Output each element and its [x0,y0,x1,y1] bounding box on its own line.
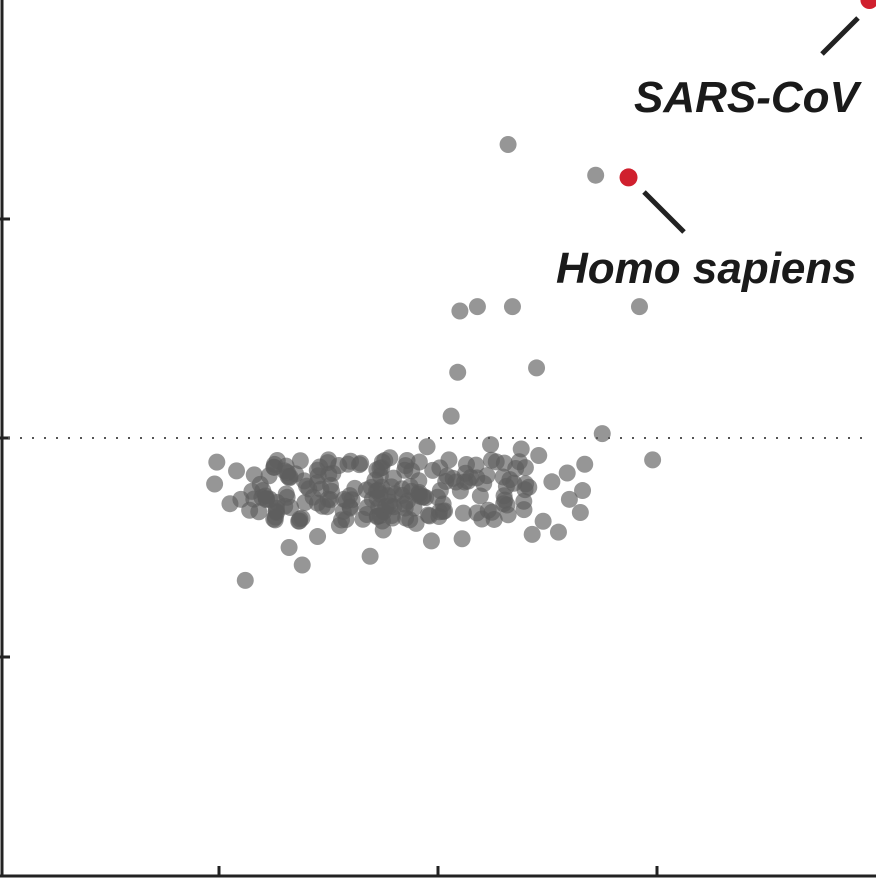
data-point [503,298,521,316]
data-point [571,503,589,521]
data-point [424,461,442,479]
data-point [482,451,500,469]
data-point [243,482,261,500]
data-point [295,472,313,490]
data-point [228,462,246,480]
label-sars: SARS-CoV [634,73,863,122]
data-point [534,512,552,530]
data-point [468,298,486,316]
data-point [410,472,428,490]
highlight-point-sars-cov [860,0,876,9]
data-point [436,502,454,520]
data-point [418,438,436,456]
data-point [380,493,398,511]
highlight-point-homo-sapiens [619,168,638,187]
leader-line-homo [642,190,686,234]
data-point [296,494,314,512]
data-point [405,499,423,517]
leader-line-sars [820,16,860,56]
data-point [512,440,530,458]
data-point [560,490,578,508]
data-point [454,504,472,522]
data-point [576,455,594,473]
data-point [366,471,384,489]
data-point [516,459,534,477]
data-point [517,475,535,493]
data-point [587,166,605,184]
data-point [451,482,469,500]
data-point [250,503,268,521]
data-point [558,464,576,482]
label-homo: Homo sapiens [556,244,857,293]
data-point [449,363,467,381]
data-point [410,453,428,471]
data-point [268,494,286,512]
data-point [475,475,493,493]
data-point [208,453,226,471]
data-point [313,497,331,515]
data-point [451,302,469,320]
data-point [496,491,514,509]
data-point [530,447,548,465]
data-point [429,488,447,506]
data-point [338,492,356,510]
data-point [482,436,500,454]
data-point [457,456,475,474]
data-point [485,510,503,528]
data-point [373,512,391,530]
data-point [574,482,592,500]
data-point [499,136,517,154]
data-point [309,528,327,546]
data-point [291,452,309,470]
data-point [393,480,411,498]
data-point [453,530,471,548]
data-point [312,480,330,498]
data-point [543,473,561,491]
data-point [442,407,460,425]
data-point [528,359,546,377]
data-point [495,454,513,472]
data-point [280,539,298,556]
data-point [293,556,311,574]
data-point [417,489,435,507]
data-point [290,512,308,530]
data-point [361,547,379,565]
data-point [630,298,648,316]
data-point [354,510,372,528]
data-point [260,467,278,485]
data-point [593,425,611,443]
data-point [236,571,254,589]
data-point [523,525,541,543]
data-point [221,495,239,513]
data-point [644,451,662,469]
data-point [422,532,440,550]
data-point [206,475,224,493]
data-point [549,523,567,541]
data-point [499,506,517,524]
data-point [419,506,437,524]
data-point [342,452,360,470]
data-point [280,469,298,487]
